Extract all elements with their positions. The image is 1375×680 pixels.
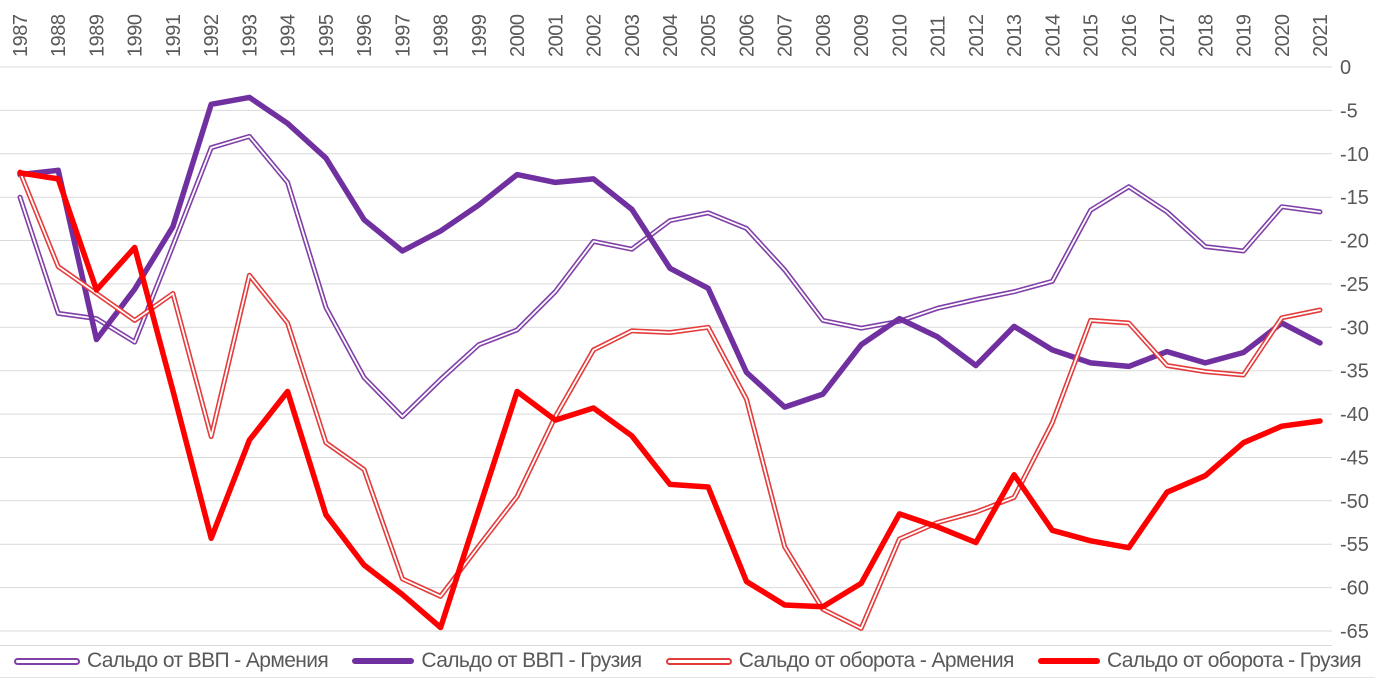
- svg-text:-50: -50: [1340, 491, 1369, 513]
- svg-text:1997: 1997: [392, 14, 414, 57]
- svg-text:1999: 1999: [469, 14, 491, 57]
- svg-text:2009: 2009: [851, 14, 873, 57]
- svg-text:2015: 2015: [1081, 14, 1103, 57]
- svg-text:2005: 2005: [698, 14, 720, 57]
- svg-text:2011: 2011: [928, 16, 950, 57]
- svg-text:-25: -25: [1340, 274, 1369, 296]
- legend-swatch-georgia-turnover-icon: [1037, 658, 1100, 664]
- svg-text:2008: 2008: [813, 14, 835, 57]
- svg-text:2012: 2012: [966, 14, 988, 57]
- svg-text:1998: 1998: [431, 14, 453, 57]
- svg-text:-55: -55: [1340, 534, 1369, 556]
- plot-area: 0 -5 -10 -15 -20 -25 -30 -35 -40 -45 -50 -55 -60 -65 1…: [0, 14, 1369, 646]
- svg-text:1990: 1990: [125, 14, 147, 57]
- svg-text:1993: 1993: [239, 14, 261, 57]
- svg-text:2021: 2021: [1310, 14, 1332, 57]
- legend-label: Сальдо от оборота - Армения: [738, 649, 1015, 672]
- svg-text:1987: 1987: [10, 14, 32, 57]
- svg-text:1994: 1994: [278, 14, 300, 57]
- legend-item-georgia-gdp: Сальдо от ВВП - Грузия: [352, 649, 642, 673]
- legend-swatch-armenia-turnover-icon: [665, 657, 732, 665]
- svg-text:-40: -40: [1340, 404, 1369, 426]
- svg-text:2020: 2020: [1272, 14, 1294, 57]
- svg-text:1995: 1995: [316, 14, 338, 57]
- svg-text:-15: -15: [1340, 187, 1369, 209]
- legend-label: Сальдо от ВВП - Армения: [87, 649, 329, 672]
- svg-text:2007: 2007: [775, 14, 797, 57]
- svg-text:2003: 2003: [622, 14, 644, 57]
- svg-text:2006: 2006: [737, 14, 759, 57]
- svg-text:-30: -30: [1340, 317, 1369, 339]
- svg-text:2019: 2019: [1234, 14, 1256, 57]
- legend-swatch-georgia-gdp-icon: [352, 658, 415, 664]
- svg-text:2017: 2017: [1157, 14, 1179, 57]
- svg-text:0: 0: [1340, 57, 1351, 79]
- svg-text:1996: 1996: [354, 14, 376, 57]
- legend-item-armenia-gdp: Сальдо от ВВП - Армения: [14, 649, 329, 673]
- svg-text:1988: 1988: [48, 14, 70, 57]
- svg-text:2001: 2001: [545, 14, 567, 57]
- svg-text:2010: 2010: [889, 14, 911, 57]
- svg-text:2014: 2014: [1042, 14, 1064, 57]
- legend-item-armenia-turnover: Сальдо от оборота - Армения: [665, 649, 1015, 673]
- legend-label: Сальдо от ВВП - Грузия: [421, 649, 642, 672]
- svg-text:2016: 2016: [1119, 14, 1141, 57]
- svg-text:2004: 2004: [660, 14, 682, 57]
- svg-text:-35: -35: [1340, 361, 1369, 383]
- svg-text:-5: -5: [1340, 100, 1358, 122]
- svg-text:1992: 1992: [201, 14, 223, 57]
- legend-item-georgia-turnover: Сальдо от оборота - Грузия: [1037, 649, 1362, 673]
- bottom-divider: [0, 677, 1375, 678]
- svg-text:2018: 2018: [1195, 14, 1217, 57]
- svg-text:-10: -10: [1340, 144, 1369, 166]
- svg-text:-45: -45: [1340, 448, 1369, 470]
- svg-text:-65: -65: [1340, 621, 1369, 643]
- svg-text:2013: 2013: [1004, 14, 1026, 57]
- svg-text:-20: -20: [1340, 231, 1369, 253]
- legend-swatch-armenia-gdp-icon: [14, 657, 80, 665]
- svg-text:-60: -60: [1340, 578, 1369, 600]
- svg-text:1989: 1989: [87, 14, 109, 57]
- svg-text:2002: 2002: [584, 14, 606, 57]
- legend: Сальдо от ВВП - Армения Сальдо от ВВП - …: [0, 646, 1375, 676]
- legend-label: Сальдо от оборота - Грузия: [1106, 649, 1362, 672]
- svg-text:1991: 1991: [163, 14, 185, 57]
- svg-text:2000: 2000: [507, 14, 529, 57]
